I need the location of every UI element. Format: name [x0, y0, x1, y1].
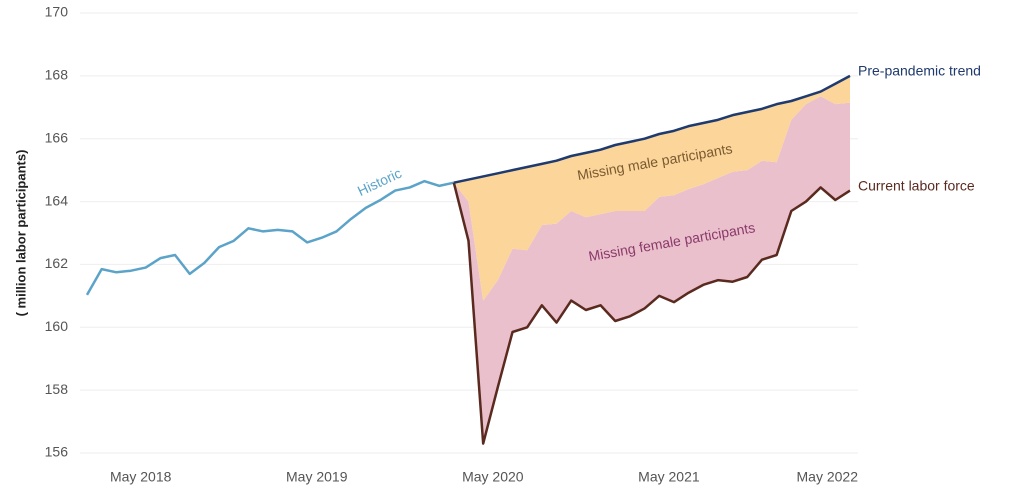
y-tick-label: 160 — [45, 318, 69, 334]
y-tick-label: 158 — [45, 381, 69, 397]
y-tick-label: 170 — [45, 4, 69, 20]
line — [85, 179, 455, 296]
y-tick-label: 162 — [45, 255, 69, 271]
area — [453, 75, 850, 301]
y-tick-label: 156 — [45, 444, 69, 460]
area — [453, 96, 850, 444]
line — [453, 74, 851, 184]
x-tick-label: May 2018 — [110, 469, 172, 485]
series-label: Pre-pandemic trend — [858, 63, 981, 79]
series-label: Current labor force — [858, 178, 975, 194]
y-tick-label: 164 — [45, 192, 69, 208]
x-tick-label: May 2019 — [286, 469, 348, 485]
y-tick-label: 166 — [45, 129, 69, 145]
x-tick-label: May 2020 — [462, 469, 524, 485]
series-label: Historic — [355, 165, 404, 199]
x-tick-label: May 2021 — [638, 469, 700, 485]
y-axis-label: ( million labor participants) — [13, 150, 28, 317]
y-tick-label: 168 — [45, 67, 69, 83]
line — [452, 182, 851, 445]
x-tick-label: May 2022 — [797, 469, 859, 485]
